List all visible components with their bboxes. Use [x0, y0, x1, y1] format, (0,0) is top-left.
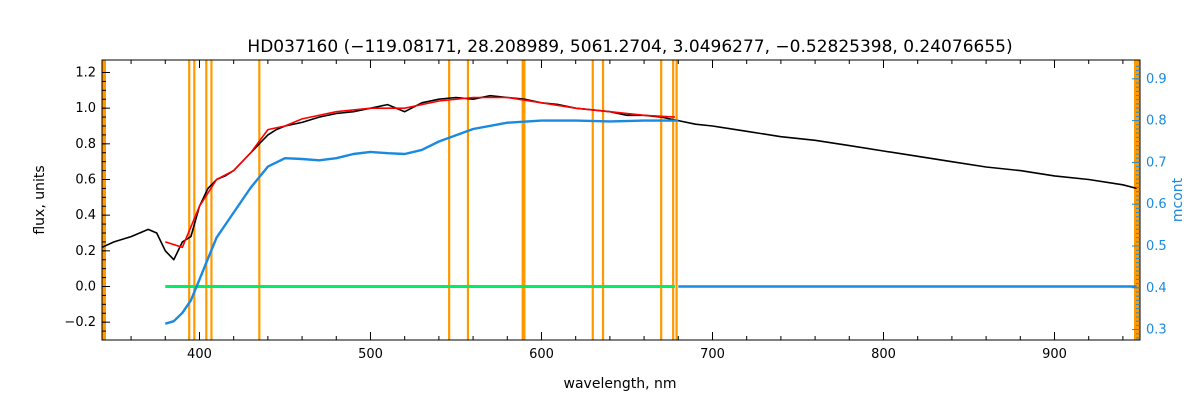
y2-tick-label: 0.4 [1146, 281, 1167, 296]
y-tick-label: 0.4 [75, 208, 96, 223]
x-tick-label: 900 [1042, 347, 1067, 362]
x-tick-label: 700 [700, 347, 725, 362]
series-line [164, 119, 679, 325]
x-tick-label: 400 [187, 347, 212, 362]
y-tick-label: 0.2 [75, 244, 96, 259]
y2-tick-label: 0.6 [1146, 197, 1167, 212]
y2-tick-label: 0.9 [1146, 72, 1167, 87]
series-line [101, 94, 1137, 261]
left-edge-band [102, 60, 106, 340]
chart-title: HD037160 (−119.08171, 28.208989, 5061.27… [247, 37, 1012, 57]
marker-lines [102, 60, 1140, 340]
series-line [165, 96, 675, 249]
y-axis: −0.2 0.0 0.2 0.4 0.6 0.8 1.0 1.2 [64, 65, 110, 332]
x-axis: 400 500 600 700 800 900 [130, 60, 1124, 362]
y2-tick-label: 0.8 [1146, 114, 1167, 129]
y-axis-label: flux, units [32, 165, 48, 234]
y-tick-label: 1.2 [75, 65, 96, 80]
y-tick-label: 0.6 [75, 172, 96, 187]
y2-tick-label: 0.5 [1146, 239, 1167, 254]
y2-axis: 0.3 0.4 0.5 0.6 0.7 0.8 0.9 [1132, 65, 1167, 339]
x-tick-label: 500 [358, 347, 383, 362]
x-tick-label: 800 [871, 347, 896, 362]
y2-axis-label: mcont [1170, 177, 1186, 222]
y2-tick-label: 0.3 [1146, 323, 1167, 338]
x-axis-label: wavelength, nm [564, 376, 677, 392]
x-tick-label: 600 [529, 347, 554, 362]
y-tick-label: 0.0 [75, 279, 96, 294]
y-tick-label: 1.0 [75, 101, 96, 116]
y-tick-label: 0.8 [75, 137, 96, 152]
y2-tick-label: 0.7 [1146, 155, 1167, 170]
y-tick-label: −0.2 [64, 315, 96, 330]
data-series [101, 94, 1137, 325]
plot-frame [101, 59, 1141, 341]
